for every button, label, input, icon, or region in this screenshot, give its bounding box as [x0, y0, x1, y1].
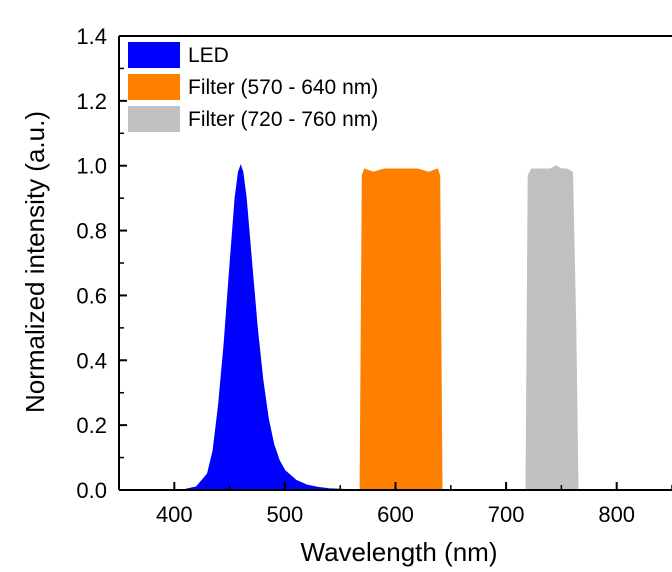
legend: LED Filter (570 - 640 nm) Filter (720 - 76…: [128, 42, 378, 132]
legend-label-3: Filter (720 - 760 nm): [188, 108, 378, 131]
legend-swatch-3: [128, 106, 180, 132]
plot-area: [174, 164, 579, 491]
series-area-2: [359, 168, 443, 491]
x-axis-title: Wavelength (nm): [301, 537, 498, 567]
x-tick-label: 600: [377, 502, 414, 527]
y-tick-label: 1.2: [76, 89, 107, 114]
y-tick-label: 0.8: [76, 219, 107, 244]
series-area-1: [174, 164, 374, 491]
legend-label-1: LED: [188, 44, 229, 67]
series-area-3: [525, 165, 579, 491]
y-axis-title: Normalized intensity (a.u.): [20, 111, 50, 413]
x-tick-label: 400: [156, 502, 193, 527]
y-tick-label: 1.4: [76, 24, 107, 49]
legend-label-2: Filter (570 - 640 nm): [188, 76, 378, 99]
x-tick-label: 700: [488, 502, 525, 527]
y-tick-label: 0.4: [76, 348, 107, 373]
x-tick-label: 500: [267, 502, 304, 527]
legend-swatch-2: [128, 74, 180, 100]
y-tick-label: 0.6: [76, 283, 107, 308]
y-tick-label: 0.2: [76, 413, 107, 438]
x-tick-label: 800: [598, 502, 635, 527]
y-tick-label: 0.0: [76, 478, 107, 503]
legend-swatch-1: [128, 42, 180, 68]
y-tick-label: 1.0: [76, 154, 107, 179]
axes: 0.0 0.2 0.4 0.6 0.8 1.0 1.2 1.4 400 500 600 700 800: [76, 24, 672, 527]
